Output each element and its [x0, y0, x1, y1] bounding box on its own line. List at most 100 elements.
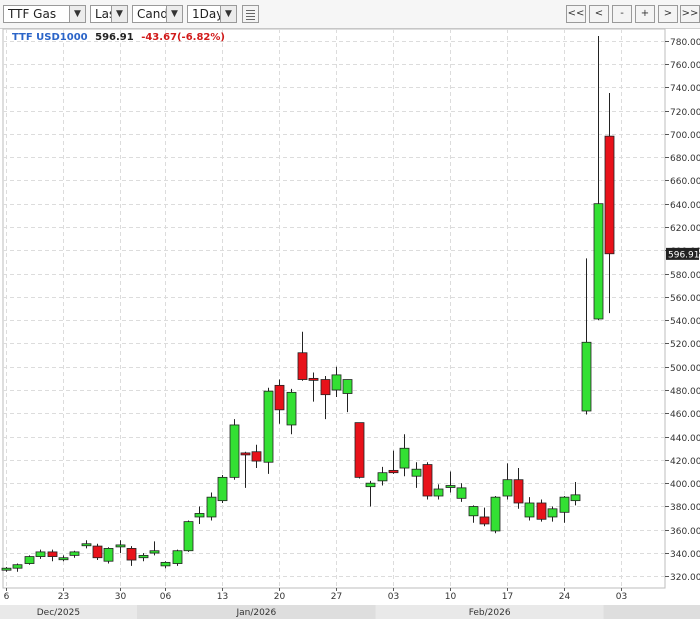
candle-body[interactable] [1, 567, 12, 571]
y-tick-label: 460.00 [670, 410, 700, 420]
candle-body[interactable] [194, 513, 205, 518]
y-tick-label: 500.00 [670, 364, 700, 374]
candle-body[interactable] [297, 352, 308, 380]
y-tick-label: 540.00 [670, 317, 700, 327]
candle-body[interactable] [320, 379, 331, 396]
symbol-select-value: TTF Gas [8, 7, 57, 21]
scroll-right-button[interactable]: > [658, 5, 678, 23]
candle-body[interactable] [69, 551, 80, 556]
chart-type-select[interactable]: Candle ▼ [132, 5, 183, 23]
y-tick-label: 780.00 [670, 38, 700, 48]
candle-body[interactable] [206, 496, 217, 518]
month-label: Feb/2026 [469, 608, 511, 618]
candle-body[interactable] [547, 508, 558, 518]
candle-body[interactable] [513, 479, 524, 504]
candle-body[interactable] [365, 482, 376, 488]
candle-body[interactable] [342, 379, 353, 394]
candle-body[interactable] [24, 556, 35, 564]
y-tick-label: 420.00 [670, 457, 700, 467]
month-label: Dec/2025 [37, 608, 80, 618]
candle-body[interactable] [354, 422, 365, 478]
candle-body[interactable] [468, 506, 479, 517]
candle-body[interactable] [12, 564, 23, 569]
month-band [375, 605, 604, 619]
candle-body[interactable] [524, 502, 535, 518]
candle-body[interactable] [217, 476, 228, 502]
candle-body[interactable] [479, 516, 490, 525]
candle-body[interactable] [172, 550, 183, 564]
x-tick-label: 06 [160, 592, 172, 602]
y-tick-label: 640.00 [670, 201, 700, 211]
x-tick-label: 03 [616, 592, 627, 602]
plot-area-border [2, 28, 666, 589]
y-tick-label: 580.00 [670, 271, 700, 281]
month-band [136, 605, 376, 619]
candle-body[interactable] [604, 135, 615, 255]
candle-body[interactable] [263, 390, 274, 463]
candle-body[interactable] [183, 521, 194, 552]
candle-body[interactable] [422, 464, 433, 497]
candle-body[interactable] [229, 424, 240, 478]
last-price-label: 596.91 [668, 250, 700, 260]
symbol-select[interactable]: TTF Gas ▼ [3, 5, 86, 23]
candle-body[interactable] [92, 545, 103, 559]
candle-body[interactable] [103, 548, 114, 562]
month-label: Jan/2026 [235, 608, 276, 618]
y-tick-label: 620.00 [670, 224, 700, 234]
candle-body[interactable] [559, 496, 570, 513]
candle-body[interactable] [115, 544, 126, 548]
last-price-marker [666, 247, 699, 260]
chevron-down-icon[interactable]: ▼ [69, 6, 85, 22]
scroll-start-button[interactable]: << [566, 5, 586, 23]
chevron-down-icon[interactable]: ▼ [111, 6, 127, 22]
candle-body[interactable] [274, 384, 285, 411]
candle-body[interactable] [35, 551, 46, 557]
candle-body[interactable] [47, 551, 58, 557]
candle-body[interactable] [570, 494, 581, 502]
candle-body[interactable] [81, 543, 92, 547]
candle-body[interactable] [377, 472, 388, 482]
candle-body[interactable] [456, 487, 467, 499]
candle-body[interactable] [581, 341, 592, 412]
candle-body[interactable] [593, 203, 604, 320]
candle-body[interactable] [286, 391, 297, 426]
chevron-down-icon[interactable]: ▼ [166, 6, 182, 22]
chevron-down-icon[interactable]: ▼ [220, 6, 236, 22]
indicators-list-icon[interactable] [242, 5, 259, 23]
zoom-out-button[interactable]: - [612, 5, 632, 23]
candle-body[interactable] [502, 479, 513, 497]
interval-select[interactable]: 1Day ▼ [187, 5, 237, 23]
candle-body[interactable] [308, 377, 319, 381]
candle-body[interactable] [149, 550, 160, 554]
x-tick-label: 23 [58, 592, 69, 602]
legend-last-price: 596.91 [95, 32, 134, 43]
y-tick-label: 480.00 [670, 387, 700, 397]
y-tick-label: 320.00 [670, 573, 700, 583]
candle-body[interactable] [490, 496, 501, 532]
y-tick-label: 400.00 [670, 480, 700, 490]
y-tick-label: 380.00 [670, 503, 700, 513]
candle-body[interactable] [138, 554, 149, 559]
candle-body[interactable] [126, 548, 137, 561]
candle-body[interactable] [160, 561, 171, 567]
candle-body[interactable] [399, 447, 410, 469]
candle-body[interactable] [240, 452, 251, 456]
y-tick-label: 520.00 [670, 340, 700, 350]
candle-body[interactable] [58, 557, 69, 561]
candle-body[interactable] [411, 468, 422, 477]
zoom-in-button[interactable]: + [635, 5, 655, 23]
y-tick-label: 660.00 [670, 177, 700, 187]
y-tick-label: 720.00 [670, 108, 700, 118]
candle-body[interactable] [445, 485, 456, 488]
price-type-select[interactable]: Last ▼ [90, 5, 128, 23]
x-tick-label: 24 [559, 592, 571, 602]
candle-body[interactable] [388, 469, 399, 474]
candle-body[interactable] [433, 488, 444, 497]
scroll-left-button[interactable]: < [589, 5, 609, 23]
candle-body[interactable] [536, 502, 547, 520]
month-band [0, 605, 137, 619]
y-tick-label: 560.00 [670, 294, 700, 304]
candle-body[interactable] [251, 451, 262, 462]
candle-body[interactable] [331, 374, 342, 391]
